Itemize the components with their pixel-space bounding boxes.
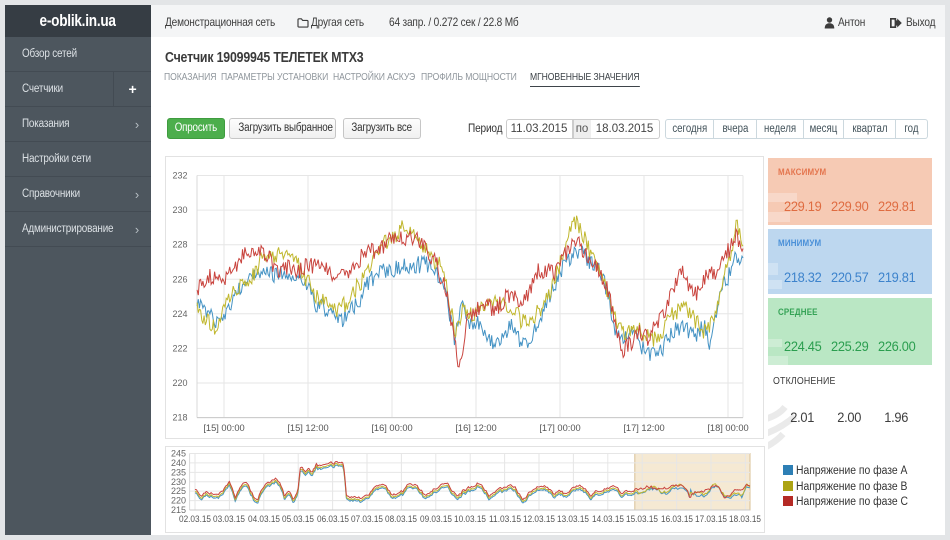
svg-text:14.03.15: 14.03.15 — [592, 514, 624, 524]
svg-text:13.03.15: 13.03.15 — [557, 514, 589, 524]
svg-text:[17] 12:00: [17] 12:00 — [623, 423, 664, 433]
svg-text:06.03.15: 06.03.15 — [317, 514, 349, 524]
svg-text:02.03.15: 02.03.15 — [179, 514, 211, 524]
svg-text:215: 215 — [171, 505, 186, 515]
svg-text:15.03.15: 15.03.15 — [626, 514, 658, 524]
svg-text:10.03.15: 10.03.15 — [454, 514, 486, 524]
svg-text:230: 230 — [172, 205, 187, 215]
svg-text:18.03.15: 18.03.15 — [729, 514, 761, 524]
svg-text:230: 230 — [171, 477, 186, 487]
svg-text:05.03.15: 05.03.15 — [282, 514, 314, 524]
svg-text:245: 245 — [171, 449, 186, 459]
svg-text:[18] 00:00: [18] 00:00 — [707, 423, 748, 433]
svg-text:222: 222 — [172, 343, 187, 353]
svg-text:[17] 00:00: [17] 00:00 — [539, 423, 580, 433]
svg-text:220: 220 — [172, 378, 187, 388]
svg-text:08.03.15: 08.03.15 — [385, 514, 417, 524]
svg-text:17.03.15: 17.03.15 — [695, 514, 727, 524]
svg-text:[15] 12:00: [15] 12:00 — [287, 423, 328, 433]
svg-text:225: 225 — [171, 486, 186, 496]
svg-text:09.03.15: 09.03.15 — [420, 514, 452, 524]
svg-text:220: 220 — [171, 496, 186, 506]
svg-text:07.03.15: 07.03.15 — [351, 514, 383, 524]
svg-text:235: 235 — [171, 467, 186, 477]
svg-text:[15] 00:00: [15] 00:00 — [203, 423, 244, 433]
svg-text:226: 226 — [172, 274, 187, 284]
svg-text:240: 240 — [171, 458, 186, 468]
svg-text:03.03.15: 03.03.15 — [213, 514, 245, 524]
svg-text:12.03.15: 12.03.15 — [523, 514, 555, 524]
svg-text:228: 228 — [172, 240, 187, 250]
svg-text:218: 218 — [172, 413, 187, 423]
svg-text:224: 224 — [172, 309, 187, 319]
svg-text:[16] 12:00: [16] 12:00 — [455, 423, 496, 433]
svg-text:11.03.15: 11.03.15 — [489, 514, 521, 524]
svg-text:16.03.15: 16.03.15 — [661, 514, 693, 524]
svg-text:232: 232 — [172, 171, 187, 181]
svg-text:04.03.15: 04.03.15 — [248, 514, 280, 524]
svg-text:[16] 00:00: [16] 00:00 — [371, 423, 412, 433]
